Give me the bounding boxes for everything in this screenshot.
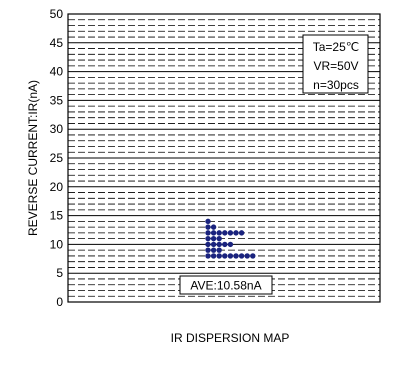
y-tick-label: 0 (56, 295, 63, 309)
y-tick-label: 40 (50, 65, 64, 79)
data-point (227, 241, 234, 248)
y-axis-title: REVERSE CURRENT:IR(nA) (26, 80, 40, 236)
data-point (250, 253, 256, 259)
y-tick-label: 30 (50, 122, 64, 136)
y-tick-label: 5 (56, 266, 63, 280)
data-point (238, 253, 245, 259)
condition-temperature: Ta=25℃ (313, 40, 360, 54)
y-tick-label: 15 (50, 209, 64, 223)
data-point (205, 253, 211, 259)
average-box: AVE:10.58nA (179, 275, 273, 295)
average-box-frame (179, 275, 273, 295)
data-point (227, 230, 234, 236)
data-point (216, 235, 222, 242)
data-point (205, 235, 211, 242)
data-point (233, 253, 239, 259)
data-point (210, 235, 217, 242)
data-point (216, 253, 222, 259)
data-point (222, 253, 228, 259)
average-annotation: AVE:10.58nA (190, 279, 261, 293)
plot-frame (67, 13, 381, 303)
y-tick-label: 50 (50, 7, 64, 21)
data-point (210, 224, 217, 230)
data-point (244, 253, 250, 259)
data-point (216, 241, 222, 248)
data-point (210, 241, 217, 248)
y-tick-label: 10 (50, 237, 64, 251)
data-point (216, 247, 222, 253)
data-points (205, 218, 256, 259)
data-point (222, 230, 228, 236)
data-point (205, 247, 211, 253)
y-tick-label: 45 (50, 36, 64, 50)
conditions-box-frame (302, 34, 369, 94)
x-axis-title: IR DISPERSION MAP (171, 331, 290, 345)
condition-voltage: VR=50V (313, 59, 358, 73)
y-tick-label: 35 (50, 93, 64, 107)
condition-sample-count: n=30pcs (313, 78, 359, 92)
data-point (205, 241, 211, 248)
data-point (238, 230, 245, 236)
data-point (216, 230, 222, 236)
data-point (205, 218, 211, 225)
data-point (222, 241, 228, 248)
data-point (233, 230, 239, 236)
y-tick-labels: 0 5 10 15 20 25 30 35 40 45 50 (50, 7, 64, 309)
data-point (205, 224, 211, 230)
data-point (210, 247, 217, 253)
data-point (210, 253, 217, 259)
data-point (210, 230, 217, 236)
y-tick-label: 25 (50, 151, 64, 165)
data-point (205, 230, 211, 236)
conditions-box: Ta=25℃ VR=50V n=30pcs (302, 34, 369, 94)
data-point (227, 253, 234, 259)
y-tick-label: 20 (50, 180, 64, 194)
